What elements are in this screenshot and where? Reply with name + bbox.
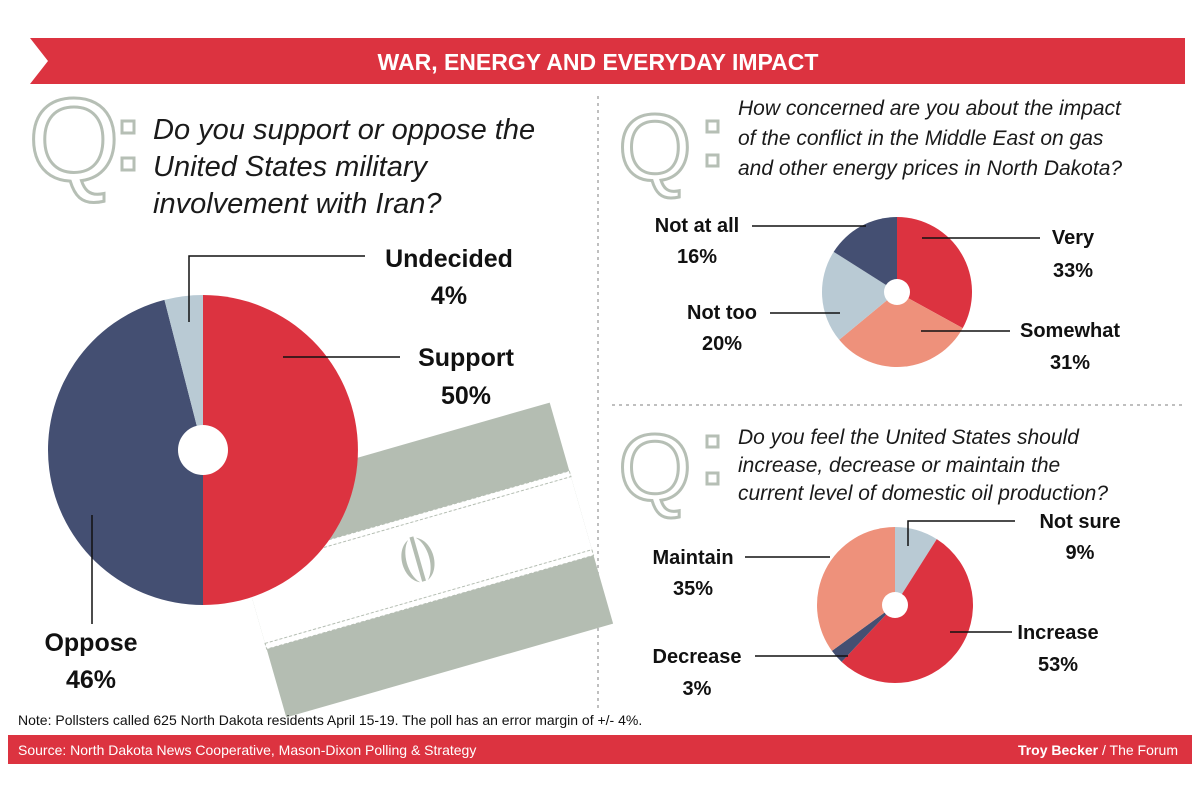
label-very: Very	[1052, 227, 1095, 249]
label-increase: Increase	[1017, 622, 1098, 644]
value-maintain: 35%	[673, 578, 713, 600]
leader-line	[907, 520, 1015, 546]
pie-slice-not-too	[822, 251, 897, 340]
pie-slice-maintain	[817, 527, 895, 651]
label-decrease: Decrease	[653, 646, 742, 668]
pie-slice-very	[897, 217, 972, 329]
pie-center-hole	[884, 279, 910, 305]
pie-slice-support	[203, 295, 358, 605]
label-not-sure: Not sure	[1039, 511, 1120, 533]
label-not-at-all: Not at all	[655, 215, 739, 237]
label-oppose: Oppose	[44, 629, 137, 657]
pie-slice-increase	[841, 539, 973, 683]
header-banner	[30, 38, 1185, 84]
credit: Troy Becker / The Forum	[1018, 742, 1178, 758]
value-very: 33%	[1053, 260, 1093, 282]
value-not-sure: 9%	[1066, 542, 1095, 564]
footer-bar	[8, 735, 1192, 764]
value-decrease: 3%	[683, 678, 712, 700]
q-icon: Q	[618, 415, 692, 521]
q-icon: Q	[28, 74, 120, 206]
label-maintain: Maintain	[652, 547, 733, 569]
pie-slice-not-at-all	[833, 217, 897, 292]
question-2: How concerned are you about the impact o…	[738, 97, 1127, 180]
pie-slice-somewhat	[839, 292, 963, 368]
label-support: Support	[418, 344, 514, 372]
question-3: Do you feel the United States should inc…	[738, 426, 1108, 505]
colon-square-icon	[120, 119, 136, 135]
colon-square-icon	[705, 434, 720, 449]
label-not-too: Not too	[687, 302, 757, 324]
colon-square-icon	[705, 153, 720, 168]
pie-slice-oppose	[48, 299, 204, 605]
pie-slice-not-sure	[895, 527, 937, 605]
value-not-at-all: 16%	[677, 246, 717, 268]
label-undecided: Undecided	[385, 245, 513, 273]
q-icon: Q	[618, 95, 692, 201]
pie-slice-undecided	[164, 295, 203, 450]
colon-square-icon	[120, 156, 136, 172]
value-oppose: 46%	[66, 666, 116, 694]
pie-slice-decrease	[831, 605, 895, 662]
value-support: 50%	[441, 382, 491, 410]
leader-line	[188, 255, 365, 322]
pie-center-hole	[882, 592, 908, 618]
label-somewhat: Somewhat	[1020, 320, 1120, 342]
pie-center-hole	[178, 425, 228, 475]
footnote: Note: Pollsters called 625 North Dakota …	[18, 712, 642, 728]
value-somewhat: 31%	[1050, 352, 1090, 374]
source-text: Source: North Dakota News Cooperative, M…	[18, 742, 476, 758]
question-1: Do you support or oppose the United Stat…	[153, 114, 543, 220]
colon-square-icon	[705, 471, 720, 486]
value-not-too: 20%	[702, 333, 742, 355]
value-undecided: 4%	[431, 282, 467, 310]
iran-flag-illustration	[222, 402, 614, 718]
header-title: WAR, ENERGY AND EVERYDAY IMPACT	[378, 49, 819, 75]
emblem-icon	[401, 536, 435, 583]
value-increase: 53%	[1038, 654, 1078, 676]
colon-square-icon	[705, 119, 720, 134]
